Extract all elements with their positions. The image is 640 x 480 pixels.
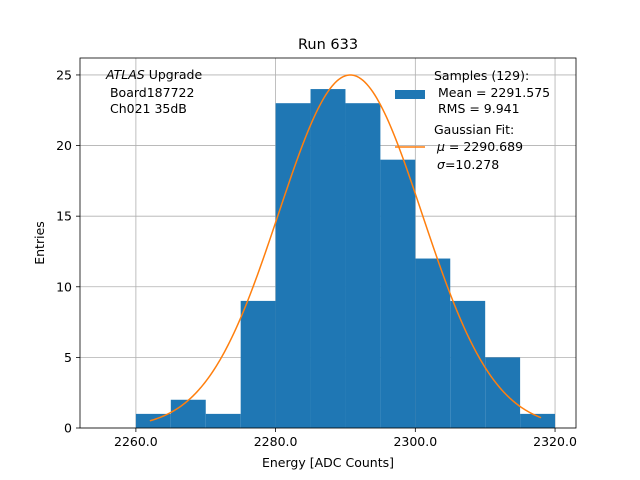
- annotation-line-3: Ch021 35dB: [106, 101, 187, 116]
- histogram-bar: [240, 300, 276, 428]
- y-tick-label: 5: [64, 350, 72, 365]
- y-tick-label: 0: [64, 421, 72, 436]
- chart-title: Run 633: [298, 37, 358, 53]
- x-tick-label: 2260.0: [114, 434, 158, 449]
- legend-fit-sigma: σ=10.278: [437, 157, 499, 172]
- x-tick-label: 2280.0: [254, 434, 298, 449]
- plot-frame: [79, 57, 577, 429]
- histogram-bar: [485, 357, 521, 428]
- y-tick-label: 10: [56, 279, 72, 294]
- legend-fit-mu: μ = 2290.689: [436, 139, 523, 154]
- histogram-bar: [520, 413, 556, 428]
- atlas-annotation: ATLAS Upgrade Board187722 Ch021 35dB: [105, 67, 202, 116]
- annotation-atlas: ATLAS: [105, 67, 145, 82]
- legend-fit-title: Gaussian Fit:: [434, 122, 514, 137]
- legend-sigma-symbol: σ: [437, 157, 446, 172]
- y-tick-label: 15: [56, 209, 72, 224]
- histogram-bars: [135, 89, 556, 429]
- histogram-bar: [275, 103, 311, 428]
- x-axis-ticks: 2260.0 2280.0 2300.0 2320.0: [114, 428, 577, 449]
- annotation-line-1: ATLAS Upgrade: [105, 67, 202, 82]
- legend-mean: Mean = 2291.575: [434, 85, 550, 100]
- histogram-bar: [205, 413, 241, 428]
- legend-histogram-swatch: [395, 90, 425, 99]
- annotation-upgrade: Upgrade: [145, 67, 203, 82]
- y-axis-ticks: 0 5 10 15 20 25: [56, 67, 80, 436]
- x-tick-label: 2300.0: [393, 434, 437, 449]
- gaussian-fit-curve: [149, 74, 542, 422]
- y-tick-label: 20: [56, 138, 72, 153]
- legend-sigma-value: =10.278: [445, 157, 499, 172]
- legend-samples: Samples (129):: [434, 68, 529, 83]
- legend-mu-value: = 2290.689: [445, 139, 523, 154]
- histogram-bar: [170, 399, 206, 428]
- histogram-bar: [135, 413, 171, 428]
- histogram-bar: [450, 300, 486, 428]
- x-axis-label: Energy [ADC Counts]: [262, 455, 394, 470]
- histogram-bar: [415, 258, 451, 428]
- y-axis-label: Entries: [32, 221, 47, 265]
- histogram-bar: [310, 89, 346, 429]
- y-tick-label: 25: [56, 67, 72, 82]
- legend-rms: RMS = 9.941: [434, 101, 520, 116]
- legend: Samples (129): Mean = 2291.575 RMS = 9.9…: [395, 68, 550, 172]
- histogram-bar: [380, 159, 416, 428]
- histogram-bar: [345, 103, 381, 428]
- annotation-line-2: Board187722: [106, 85, 194, 100]
- legend-mu-symbol: μ: [436, 139, 445, 154]
- x-tick-label: 2320.0: [533, 434, 577, 449]
